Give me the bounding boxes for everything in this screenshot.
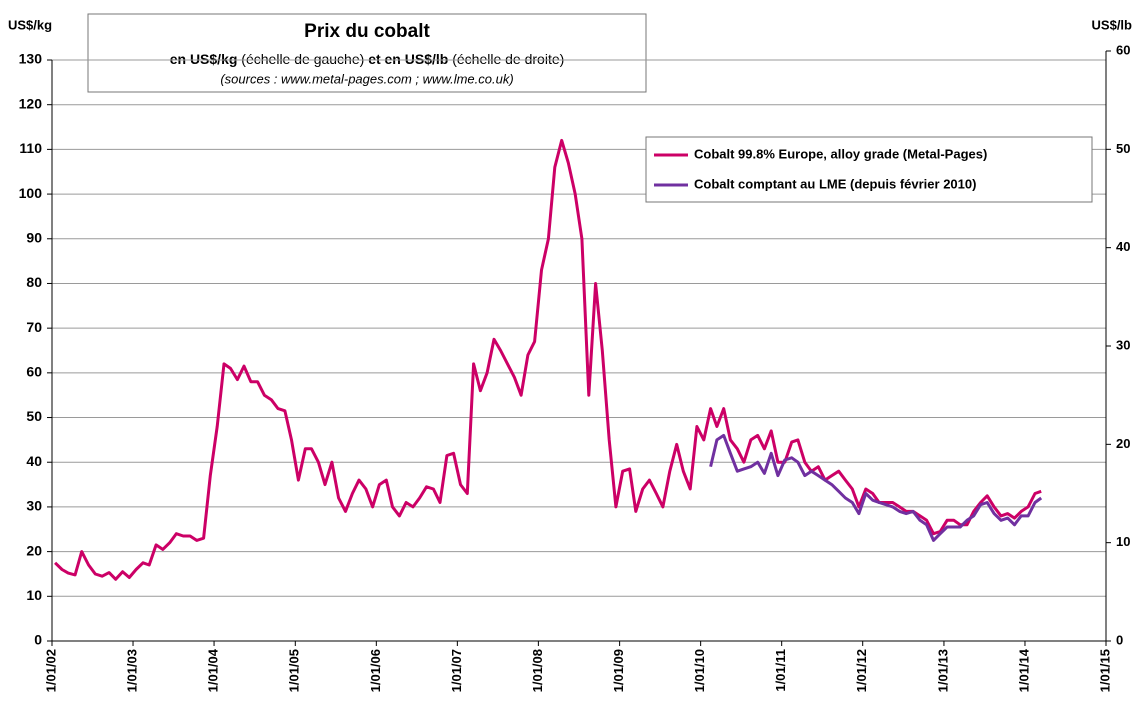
x-tick-label: 1/01/15 bbox=[1097, 649, 1112, 692]
x-tick-label: 1/01/03 bbox=[124, 649, 139, 692]
y-tick-label: 40 bbox=[26, 453, 42, 469]
y-tick-label: 80 bbox=[26, 274, 42, 290]
subtitle-part: (échelle de droite) bbox=[448, 51, 564, 67]
x-tick-label: 1/01/02 bbox=[43, 649, 58, 692]
y-tick-label: 10 bbox=[26, 587, 42, 603]
x-tick-label: 1/01/09 bbox=[611, 649, 626, 692]
y-tick-label: 30 bbox=[26, 498, 42, 514]
y-tick-label: 130 bbox=[19, 51, 43, 67]
x-tick-label: 1/01/06 bbox=[368, 649, 383, 692]
y-tick-label: 110 bbox=[19, 140, 42, 156]
x-tick-label: 1/01/05 bbox=[287, 649, 302, 692]
y2-tick-label: 30 bbox=[1116, 337, 1130, 352]
chart-source: (sources : www.metal-pages.com ; www.lme… bbox=[220, 71, 513, 86]
subtitle-part: (échelle de gauche) bbox=[237, 51, 368, 67]
x-tick-label: 1/01/14 bbox=[1016, 648, 1031, 692]
title-box bbox=[87, 13, 647, 93]
y2-tick-label: 10 bbox=[1116, 534, 1130, 549]
y-axis-label: US$/kg bbox=[8, 17, 52, 32]
y2-axis-label: US$/lb bbox=[1092, 17, 1133, 32]
x-tick-label: 1/01/07 bbox=[449, 649, 464, 692]
y-tick-label: 70 bbox=[26, 319, 42, 335]
legend-box bbox=[645, 136, 1093, 203]
x-tick-label: 1/01/04 bbox=[205, 648, 220, 692]
chart-subtitle: en US$/kg (échelle de gauche) et en US$/… bbox=[170, 51, 565, 67]
subtitle-part: en US$/kg bbox=[170, 51, 238, 67]
y-tick-label: 90 bbox=[26, 229, 42, 245]
y2-tick-label: 40 bbox=[1116, 239, 1130, 254]
y-tick-label: 100 bbox=[19, 185, 43, 201]
y2-tick-label: 60 bbox=[1116, 42, 1130, 57]
series-line bbox=[709, 433, 1043, 542]
y-tick-label: 120 bbox=[19, 95, 43, 111]
x-tick-label: 1/01/12 bbox=[854, 649, 869, 692]
subtitle-part: et en US$/lb bbox=[368, 51, 448, 67]
legend-label: Cobalt comptant au LME (depuis février 2… bbox=[694, 176, 976, 191]
x-tick-label: 1/01/08 bbox=[530, 649, 545, 692]
y2-tick-label: 50 bbox=[1116, 141, 1130, 156]
x-tick-label: 1/01/11 bbox=[773, 649, 788, 692]
y2-tick-label: 20 bbox=[1116, 436, 1130, 451]
y-tick-label: 50 bbox=[26, 408, 42, 424]
chart-title: Prix du cobalt bbox=[304, 21, 430, 42]
x-tick-label: 1/01/10 bbox=[692, 649, 707, 692]
y-tick-label: 60 bbox=[26, 364, 42, 380]
y2-tick-label: 0 bbox=[1116, 632, 1123, 647]
series-line bbox=[54, 138, 1042, 581]
y-tick-label: 0 bbox=[34, 632, 42, 648]
legend-label: Cobalt 99.8% Europe, alloy grade (Metal-… bbox=[694, 146, 987, 161]
x-tick-label: 1/01/13 bbox=[935, 649, 950, 692]
y-tick-label: 20 bbox=[26, 542, 42, 558]
